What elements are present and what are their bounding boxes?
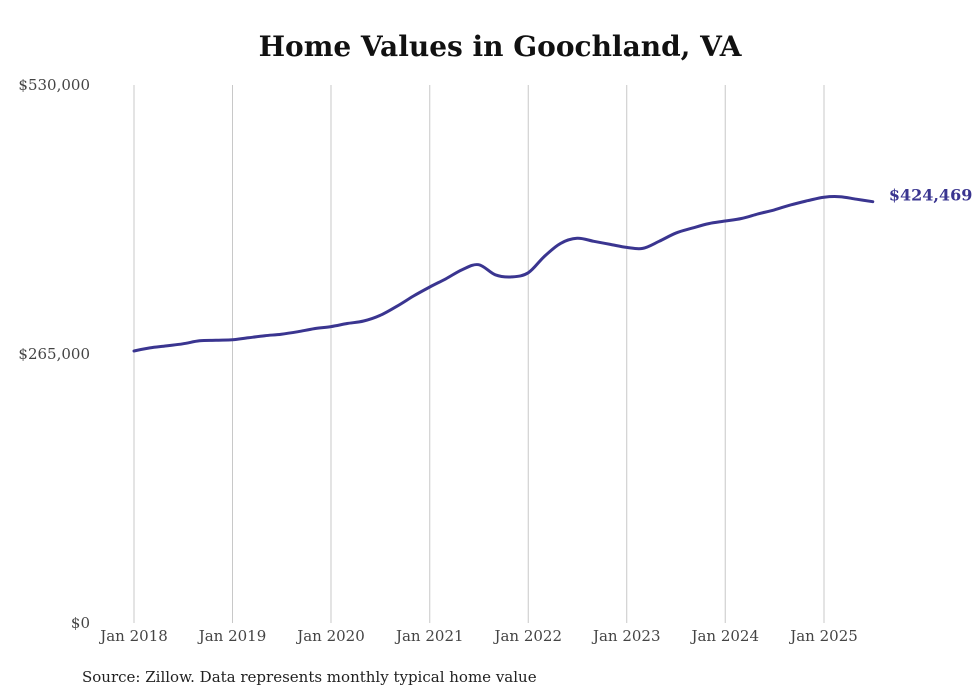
x-tick-label: Jan 2019	[197, 627, 267, 645]
source-note: Source: Zillow. Data represents monthly …	[82, 668, 537, 686]
x-tick-label: Jan 2021	[394, 627, 464, 645]
y-tick-label: $265,000	[18, 345, 90, 363]
x-tick-label: Jan 2020	[295, 627, 365, 645]
grid-lines	[133, 85, 825, 623]
x-tick-label: Jan 2025	[788, 627, 858, 645]
x-tick-label: Jan 2024	[689, 627, 759, 645]
y-tick-label: $530,000	[18, 76, 90, 94]
x-tick-label: Jan 2023	[591, 627, 661, 645]
y-tick-label: $0	[71, 614, 90, 632]
y-axis-labels: $0 $265,000 $530,000	[18, 76, 90, 632]
x-tick-label: Jan 2018	[98, 627, 168, 645]
x-tick-label: Jan 2022	[492, 627, 562, 645]
end-value-label: $424,469	[889, 186, 973, 205]
series-line	[132, 194, 875, 353]
x-axis-labels: Jan 2018 Jan 2019 Jan 2020 Jan 2021 Jan 2022…	[98, 627, 858, 645]
chart-title: Home Values in Goochland, VA	[258, 30, 742, 63]
